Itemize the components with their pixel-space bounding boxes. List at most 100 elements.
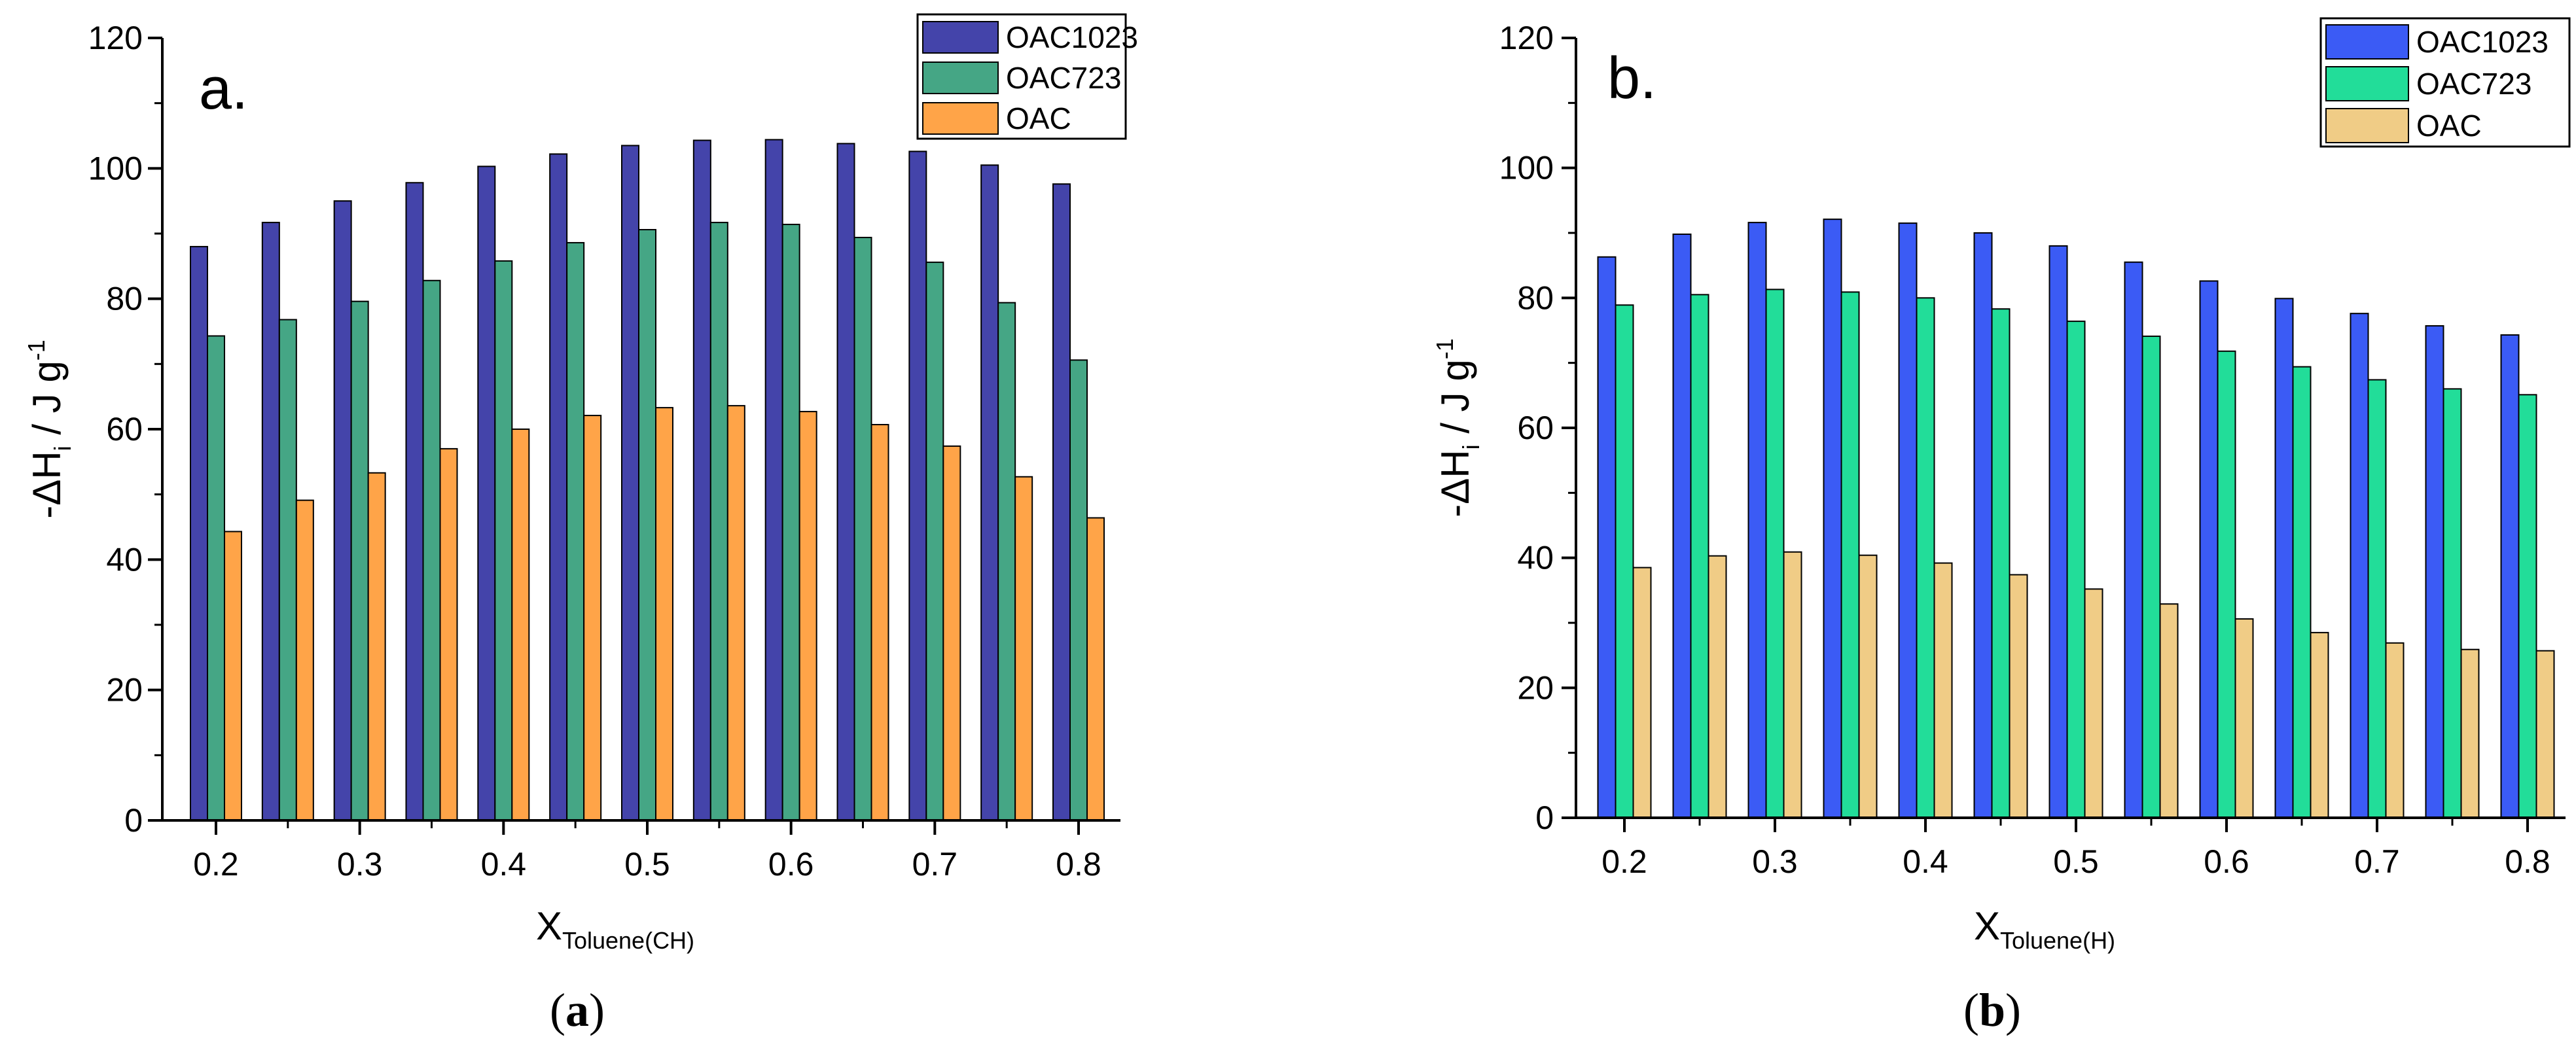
x-tick-label: 0.3: [1752, 843, 1798, 880]
x-tick-label: 0.2: [1601, 843, 1647, 880]
bar-oac-0.8: [2535, 650, 2555, 818]
x-tick-label: 0.8: [1056, 846, 1101, 883]
y-axis-title: -ΔHi / J g-1: [1431, 338, 1484, 517]
bar-oac1023-0.75: [2425, 325, 2444, 818]
bar-oac1023-0.45: [549, 153, 568, 821]
caption-open: (: [1963, 984, 1979, 1036]
x-tick-label: 0.5: [2053, 843, 2099, 880]
caption-close: ): [589, 984, 605, 1036]
bar-oac723-0.7: [925, 261, 944, 821]
x-tick-label: 0.4: [481, 846, 527, 883]
x-axis-title: XToluene(H): [1974, 904, 2115, 954]
bar-oac1023-0.35: [1823, 219, 1842, 818]
x-tick-label: 0.7: [2354, 843, 2400, 880]
x-tick-label: 0.8: [2505, 843, 2550, 880]
bar-oac-0.25: [1708, 555, 1727, 818]
legend-label-oac723: OAC723: [1006, 61, 1121, 95]
bar-oac-0.3: [367, 472, 386, 821]
bar-oac1023-0.65: [836, 143, 855, 822]
bar-oac-0.65: [870, 424, 889, 821]
y-axis-title-sup: -1: [1431, 338, 1458, 359]
caption-close: ): [2005, 984, 2021, 1036]
bar-oac723-0.5: [638, 229, 656, 821]
chart-panel-a: 0 20 40 60 80 100 120 0.2 0.3 0.4 0.5 0.6 0.7 0.8 XTol…: [23, 13, 1138, 1036]
bar-oac723-0.65: [853, 236, 872, 822]
legend: OAC1023 OAC723 OAC: [2319, 17, 2571, 148]
panel-label: b.: [1607, 46, 1656, 111]
bar-oac-0.25: [295, 499, 314, 821]
bar-oac723-0.75: [2442, 388, 2462, 818]
y-axis-title-sup: -1: [23, 340, 50, 360]
y-tick-label: 80: [106, 281, 143, 317]
y-tick-label: 40: [1517, 540, 1554, 576]
x-axis-title-sub: Toluene(CH): [562, 927, 694, 954]
legend-swatch-oac: [2325, 108, 2409, 143]
y-tick-label: 120: [88, 20, 143, 56]
bar-oac-0.4: [1933, 562, 1953, 818]
y-axis-title-unit: / J g: [1433, 359, 1477, 444]
bar-oac1023-0.45: [1973, 232, 1993, 818]
bar-oac-0.2: [1632, 567, 1652, 818]
legend: OAC1023 OAC723 OAC: [916, 13, 1138, 140]
bar-oac1023-0.55: [692, 139, 711, 821]
panel-caption: (a): [550, 984, 605, 1036]
bar-oac723-0.8: [2518, 394, 2537, 818]
bar-oac723-0.25: [1690, 294, 1709, 819]
legend-swatch-oac: [922, 102, 999, 135]
x-axis-title: XToluene(CH): [536, 904, 694, 954]
bar-oac723-0.55: [709, 222, 728, 822]
y-axis-title-main: -ΔH: [25, 451, 69, 518]
axes-a: 0 20 40 60 80 100 120 0.2 0.3 0.4 0.5 0.6 0.7 0.8: [88, 20, 1120, 883]
bar-oac1023-0.2: [190, 245, 208, 821]
bar-oac-0.3: [1783, 551, 1802, 819]
legend-label-oac1023: OAC1023: [2416, 25, 2549, 59]
bar-oac1023-0.65: [2274, 298, 2294, 818]
bar-oac-0.8: [1086, 517, 1105, 822]
bar-oac-0.6: [798, 411, 817, 821]
bar-oac-0.5: [655, 407, 673, 821]
legend-label-oac1023: OAC1023: [1006, 20, 1138, 54]
bar-oac1023-0.7: [908, 150, 927, 822]
y-tick-label: 80: [1517, 279, 1554, 316]
bar-oac723-0.8: [1069, 359, 1088, 821]
bar-oac1023-0.5: [2048, 245, 2068, 819]
y-tick-label: 60: [106, 411, 143, 447]
legend-swatch-oac723: [922, 61, 999, 94]
bar-oac723-0.65: [2292, 366, 2312, 818]
x-tick-label: 0.6: [768, 846, 814, 883]
bar-oac1023-0.75: [980, 164, 999, 822]
bar-oac1023-0.7: [2350, 313, 2369, 818]
bar-oac-0.35: [1858, 554, 1878, 819]
bar-oac1023-0.6: [2199, 280, 2219, 818]
bar-oac-0.75: [1014, 476, 1033, 821]
x-tick-label: 0.2: [193, 846, 239, 883]
bar-oac1023-0.8: [2500, 334, 2520, 819]
y-axis-title-sub: i: [1458, 444, 1484, 449]
legend-label-oac723: OAC723: [2416, 67, 2531, 101]
bar-oac723-0.45: [1991, 308, 2011, 819]
y-tick-label: 40: [106, 541, 143, 578]
bar-oac723-0.2: [207, 335, 225, 821]
bar-oac723-0.75: [997, 302, 1016, 821]
x-tick-label: 0.4: [1903, 843, 1948, 880]
bar-oac1023-0.2: [1597, 256, 1617, 818]
bar-oac-0.5: [2084, 588, 2103, 818]
caption-letter: b: [1979, 984, 2005, 1036]
bar-oac1023-0.8: [1052, 183, 1071, 821]
bar-oac723-0.6: [781, 224, 800, 821]
bar-oac-0.75: [2460, 648, 2480, 819]
x-tick-label: 0.6: [2204, 843, 2249, 880]
caption-open: (: [550, 984, 565, 1036]
y-axis-title-main: -ΔH: [1433, 449, 1477, 517]
x-axis-title-main: X: [1974, 904, 2000, 948]
bar-oac1023-0.4: [1898, 222, 1918, 819]
bar-oac1023-0.4: [477, 166, 496, 822]
y-tick-label: 0: [124, 802, 143, 839]
x-tick-label: 0.3: [337, 846, 383, 883]
legend-label-oac: OAC: [1006, 101, 1071, 135]
y-tick-label: 20: [1517, 669, 1554, 706]
bar-oac-0.45: [2009, 574, 2028, 818]
bar-oac723-0.2: [1615, 304, 1634, 818]
bar-oac723-0.3: [1765, 289, 1785, 819]
